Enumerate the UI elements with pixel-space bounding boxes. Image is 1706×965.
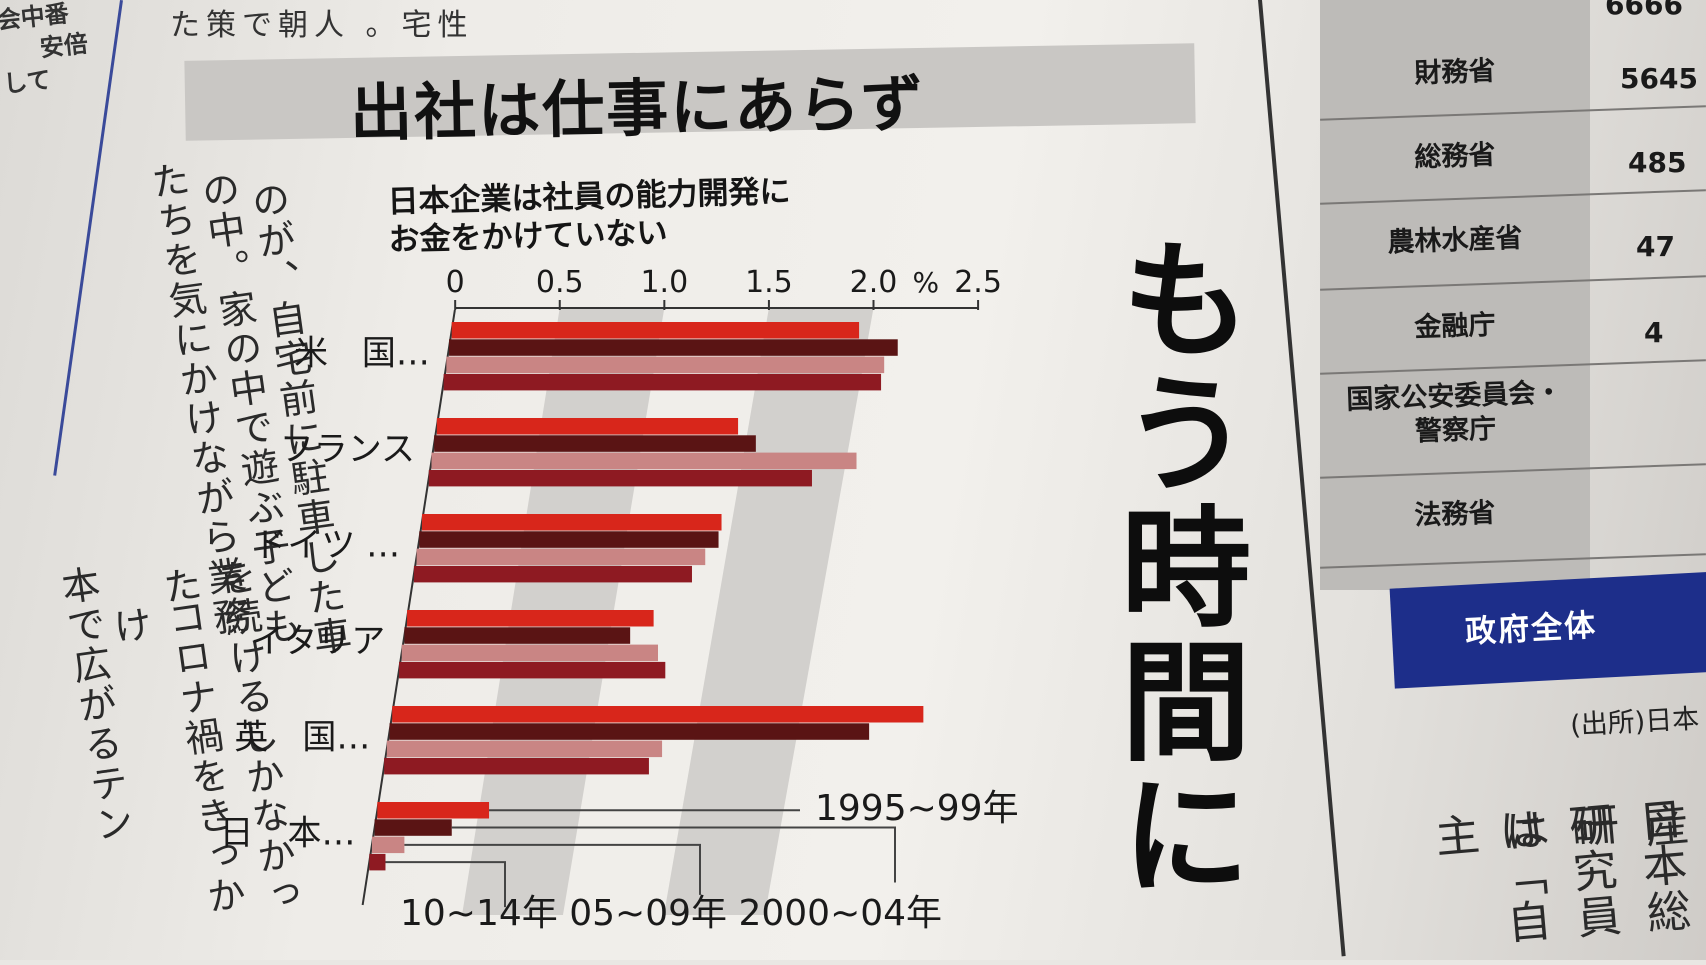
bar bbox=[413, 565, 692, 583]
tick-label: 2.0 bbox=[850, 265, 898, 300]
right-column: は「自主 bbox=[1425, 805, 1553, 948]
chart-ticks: 0 0.5 1.0 1.5 2.0 2.5% bbox=[446, 265, 1002, 310]
ministry-amount: 4 bbox=[1644, 316, 1664, 349]
category-label: イタリア bbox=[251, 622, 386, 662]
bar bbox=[421, 514, 722, 531]
bar bbox=[446, 356, 885, 374]
bar bbox=[401, 644, 659, 662]
chart-legend: 1995~99年 10~14年 05~09年 2000~04年 bbox=[385, 788, 1019, 934]
unit-label: % bbox=[912, 266, 939, 299]
bar bbox=[374, 819, 452, 836]
chart-bars bbox=[369, 322, 924, 871]
bar bbox=[377, 802, 490, 819]
bar bbox=[416, 548, 706, 566]
tick-label: 0.5 bbox=[536, 265, 584, 300]
tick-label: 2.5 bbox=[954, 265, 1002, 300]
tick-label: 1.0 bbox=[640, 265, 688, 300]
legend-label: 1995~99年 bbox=[815, 788, 1019, 829]
bar bbox=[399, 661, 666, 679]
tick-label: 0 bbox=[446, 265, 465, 300]
category-label: 米 国… bbox=[294, 334, 430, 374]
bar bbox=[436, 418, 739, 435]
big-vertical-heading: もう時間に bbox=[1099, 232, 1252, 902]
bar bbox=[434, 435, 756, 452]
table-source: (出所)日本 bbox=[1569, 703, 1700, 742]
bar bbox=[371, 836, 405, 854]
ministry-name: 国家公安委員会・ 警察庁 bbox=[1345, 377, 1563, 448]
bar bbox=[392, 706, 924, 723]
ministry-amount: 47 bbox=[1636, 230, 1675, 263]
bar bbox=[451, 322, 860, 339]
category-label: フランス bbox=[280, 430, 415, 470]
legend-leader bbox=[385, 861, 506, 908]
bar bbox=[369, 853, 386, 871]
bar bbox=[431, 452, 857, 470]
bar bbox=[428, 469, 812, 487]
bar bbox=[419, 531, 719, 548]
category-label: 日 本… bbox=[220, 814, 356, 854]
bar bbox=[389, 723, 870, 740]
category-label: 英 国… bbox=[234, 718, 370, 758]
ministry-amount: 5645 bbox=[1620, 62, 1698, 95]
bar bbox=[384, 757, 649, 775]
bar bbox=[404, 627, 631, 644]
ministry-amount: 485 bbox=[1628, 146, 1687, 179]
legend-leader bbox=[451, 826, 896, 883]
bar bbox=[443, 373, 882, 391]
ministry-table-shade bbox=[1320, 0, 1590, 590]
category-label: ドイツ … bbox=[253, 526, 400, 566]
table-top-amount: 6666 bbox=[1605, 0, 1683, 21]
bar bbox=[449, 339, 898, 356]
top-text-fragment: た策で朝人 。宅性 bbox=[170, 8, 474, 43]
gov-total-label: 政府全体 bbox=[1464, 607, 1599, 651]
legend-label: 10~14年 05~09年 2000~04年 bbox=[400, 893, 942, 934]
legend-leader bbox=[404, 843, 701, 895]
tick-label: 1.5 bbox=[745, 265, 793, 300]
bar bbox=[386, 740, 663, 758]
bar bbox=[407, 610, 654, 627]
